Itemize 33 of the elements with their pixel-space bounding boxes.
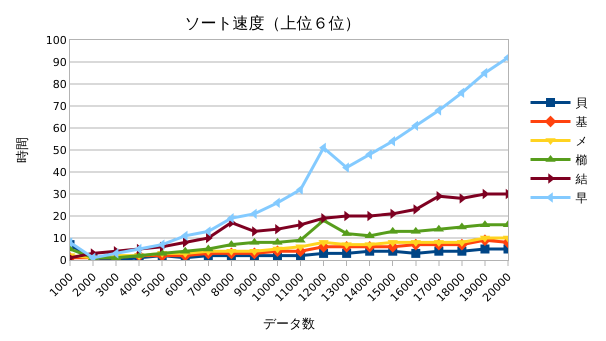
y-tick-label: 70 bbox=[52, 100, 67, 113]
point bbox=[457, 88, 464, 98]
point bbox=[480, 244, 490, 254]
y-tick-label: 100 bbox=[46, 34, 67, 47]
point bbox=[390, 208, 398, 219]
point bbox=[272, 198, 280, 208]
point bbox=[226, 213, 234, 224]
y-tick-label: 10 bbox=[52, 232, 67, 245]
point bbox=[321, 213, 328, 224]
y-axis-title: 時間 bbox=[16, 137, 31, 163]
y-tick-label: 80 bbox=[52, 78, 67, 91]
point bbox=[180, 230, 188, 241]
chart-title: ソート速度（上位６位） bbox=[184, 13, 361, 32]
point bbox=[411, 120, 418, 131]
legend-label: 基 bbox=[576, 115, 588, 130]
point bbox=[410, 226, 421, 234]
y-tick-label: 90 bbox=[52, 56, 67, 69]
y-tick-label: 20 bbox=[52, 210, 67, 223]
legend-label: 早 bbox=[576, 191, 588, 206]
point bbox=[388, 226, 398, 234]
y-tick-label: 50 bbox=[52, 144, 67, 157]
y-tick-label: 60 bbox=[52, 122, 67, 135]
y-tick-label: 30 bbox=[52, 188, 67, 201]
legend-label: メ bbox=[576, 134, 588, 148]
point bbox=[250, 208, 257, 219]
x-axis-title: データ数 bbox=[263, 317, 315, 332]
legend-label: 結 bbox=[574, 172, 588, 186]
y-tick-label: 40 bbox=[52, 166, 67, 179]
point bbox=[298, 220, 306, 230]
legend-label: 櫛 bbox=[576, 153, 588, 168]
point bbox=[411, 248, 420, 258]
legend-label: 貝 bbox=[576, 96, 588, 110]
y-tick-label: 0 bbox=[60, 254, 67, 267]
